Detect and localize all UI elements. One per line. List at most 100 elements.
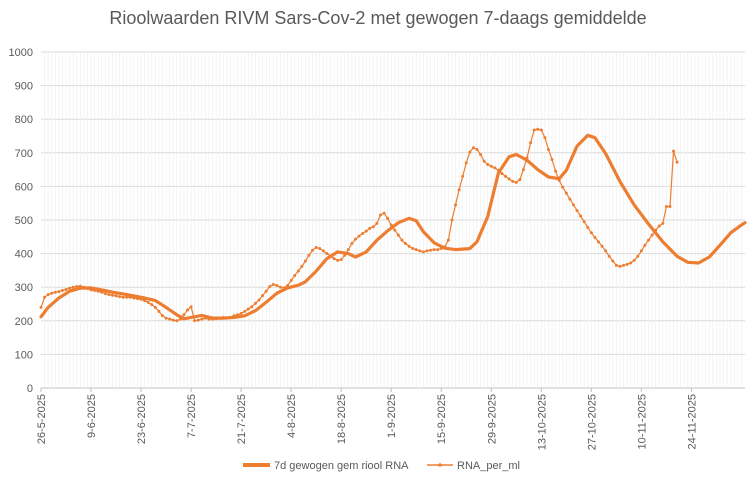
data-point-raw	[110, 293, 114, 297]
data-point-raw	[596, 240, 600, 244]
x-tick-label: 21-7-2025	[236, 394, 248, 444]
data-point-raw	[521, 168, 525, 172]
x-tick-label: 18-8-2025	[336, 394, 348, 444]
data-point-raw	[546, 147, 550, 151]
data-point-raw	[193, 319, 197, 323]
data-point-raw	[243, 309, 247, 313]
data-point-raw	[311, 248, 315, 252]
data-point-raw	[586, 225, 590, 229]
data-point-raw	[350, 242, 354, 246]
data-point-raw	[518, 178, 522, 182]
x-tick-label: 7-7-2025	[186, 394, 198, 438]
data-point-raw	[146, 300, 150, 304]
y-tick-label: 800	[15, 114, 33, 126]
data-point-raw	[675, 160, 679, 164]
legend-marker-raw	[438, 463, 442, 467]
data-point-raw	[582, 220, 586, 224]
data-point-raw	[361, 231, 365, 235]
data-point-raw	[464, 161, 468, 165]
data-point-raw	[143, 299, 147, 303]
data-point-raw	[50, 291, 54, 295]
data-point-raw	[164, 316, 168, 320]
data-point-raw	[46, 293, 50, 297]
data-point-raw	[100, 290, 104, 294]
data-point-raw	[504, 174, 508, 178]
y-tick-label: 0	[27, 383, 33, 395]
data-point-raw	[332, 257, 336, 261]
y-tick-label: 200	[15, 316, 33, 328]
legend: 7d gewogen gem riool RNA RNA_per_ml	[243, 460, 520, 472]
data-point-raw	[203, 316, 207, 320]
data-point-raw	[446, 238, 450, 242]
data-point-raw	[343, 253, 347, 257]
x-tick-label: 1-9-2025	[386, 394, 398, 438]
data-point-raw	[132, 296, 136, 300]
data-point-raw	[629, 261, 633, 265]
data-point-raw	[307, 253, 311, 257]
data-point-raw	[239, 311, 243, 315]
data-point-raw	[475, 147, 479, 151]
y-tick-label: 700	[15, 148, 33, 160]
data-point-raw	[479, 152, 483, 156]
data-point-raw	[57, 290, 61, 294]
data-point-raw	[200, 317, 204, 321]
data-point-raw	[85, 287, 89, 291]
data-point-raw	[389, 223, 393, 227]
data-point-raw	[407, 244, 411, 248]
data-point-raw	[175, 319, 179, 323]
data-point-raw	[171, 318, 175, 322]
data-point-raw	[657, 224, 661, 228]
data-point-raw	[425, 249, 429, 253]
data-point-raw	[253, 301, 257, 305]
y-tick-label: 300	[15, 282, 33, 294]
data-point-raw	[339, 258, 343, 262]
data-point-raw	[121, 295, 125, 299]
y-tick-label: 900	[15, 81, 33, 93]
data-point-raw	[418, 249, 422, 253]
data-point-raw	[271, 283, 275, 287]
data-point-raw	[539, 128, 543, 132]
data-point-raw	[303, 259, 307, 263]
data-point-raw	[60, 289, 64, 293]
data-point-raw	[261, 294, 265, 298]
data-point-raw	[157, 309, 161, 313]
y-axis-ticks: 0 100 200 300 400 500 600 700 800 900 1000	[9, 47, 33, 395]
data-point-raw	[139, 297, 143, 301]
data-point-raw	[275, 284, 279, 288]
data-point-raw	[128, 295, 132, 299]
data-point-raw	[364, 229, 368, 233]
data-point-raw	[53, 290, 57, 294]
data-point-raw	[186, 308, 190, 312]
y-tick-label: 500	[15, 215, 33, 227]
data-point-raw	[564, 191, 568, 195]
data-point-raw	[611, 259, 615, 263]
data-point-raw	[575, 209, 579, 213]
data-point-raw	[178, 317, 182, 321]
data-point-raw	[489, 164, 493, 168]
series-line-smoothed	[39, 133, 747, 321]
data-point-raw	[500, 172, 504, 176]
data-point-raw	[71, 285, 75, 289]
data-point-raw	[211, 317, 215, 321]
data-point-raw	[600, 244, 604, 248]
data-point-raw	[643, 243, 647, 247]
grid-layer	[41, 51, 745, 389]
data-point-raw	[468, 150, 472, 154]
data-point-raw	[353, 237, 357, 241]
data-point-raw	[493, 166, 497, 170]
data-point-raw	[68, 286, 72, 290]
data-point-raw	[554, 169, 558, 173]
data-point-raw	[225, 316, 229, 320]
data-point-raw	[264, 289, 268, 293]
data-point-raw	[300, 264, 304, 268]
data-point-raw	[529, 141, 533, 145]
data-point-raw	[346, 248, 350, 252]
data-point-raw	[289, 278, 293, 282]
legend-label-raw: RNA_per_ml	[457, 460, 520, 472]
data-point-raw	[604, 249, 608, 253]
data-point-raw	[168, 317, 172, 321]
data-point-raw	[39, 305, 43, 309]
data-point-raw	[96, 289, 100, 293]
